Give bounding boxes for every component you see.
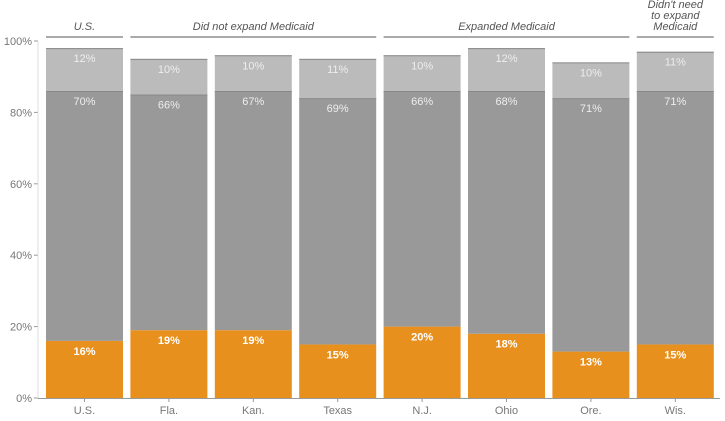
data-label: 15% [327, 349, 349, 361]
data-label: 19% [242, 335, 264, 347]
bar-segment [46, 340, 123, 398]
bar-segment [468, 333, 545, 398]
data-label: 70% [73, 96, 95, 108]
bar-segment [383, 90, 461, 327]
y-tick-label: 0% [16, 393, 32, 405]
data-label: 11% [327, 64, 348, 76]
bar-segment [46, 48, 123, 91]
bar-segment [383, 55, 461, 91]
bar-segment [130, 330, 208, 398]
x-tick-label: U.S. [74, 405, 95, 416]
data-label: 12% [495, 53, 517, 65]
bar-segment [130, 58, 208, 95]
group-label: Did not expand Medicaid [193, 21, 315, 33]
bar-segment [636, 90, 714, 345]
data-label: 20% [411, 332, 433, 344]
data-label: 10% [411, 60, 433, 72]
x-tick-label: Ore. [580, 405, 601, 416]
data-label: 68% [495, 96, 517, 108]
bar-segment [636, 344, 714, 398]
bar-segment [299, 58, 377, 99]
data-label: 71% [580, 103, 602, 115]
data-label: 67% [242, 96, 264, 108]
data-label: 10% [242, 60, 264, 72]
data-label: 69% [327, 103, 349, 115]
data-label: 18% [495, 339, 517, 351]
bar-segment [636, 51, 714, 91]
x-tick-label: Kan. [242, 405, 265, 416]
data-label: 19% [158, 335, 180, 347]
bar-segment [383, 326, 461, 398]
data-label: 66% [158, 100, 180, 112]
group-label: Expanded Medicaid [458, 21, 556, 33]
group-label: U.S. [74, 21, 95, 33]
data-label: 71% [664, 96, 686, 108]
data-label: 66% [411, 96, 433, 108]
y-tick-label: 80% [10, 107, 32, 119]
x-tick-label: Wis. [665, 405, 686, 416]
bar-segment [299, 344, 377, 398]
bar-segment [552, 351, 630, 398]
x-tick-label: Texas [323, 405, 352, 416]
y-tick-label: 100% [4, 36, 32, 48]
bar-segment [552, 62, 630, 99]
data-label: 13% [580, 357, 602, 369]
data-label: 10% [158, 64, 180, 76]
x-tick-label: N.J. [412, 405, 432, 416]
x-tick-label: Fla. [160, 405, 178, 416]
data-label: 10% [580, 67, 602, 79]
bar-segment [214, 90, 292, 331]
bar-segment [214, 330, 292, 398]
data-label: 15% [664, 349, 686, 361]
data-label: 12% [73, 53, 95, 65]
bar-segment [552, 98, 630, 352]
group-label: Didn't need to expand Medicaid [648, 0, 704, 33]
data-label: 11% [665, 57, 686, 69]
data-label: 16% [73, 346, 95, 358]
bar-segment [299, 98, 377, 345]
x-tick-label: Ohio [495, 405, 518, 416]
y-tick-label: 40% [10, 250, 32, 262]
bar-segment [46, 90, 123, 341]
bar-segment [468, 48, 545, 91]
y-tick-label: 60% [10, 179, 32, 191]
y-tick-label: 20% [10, 322, 32, 334]
bar-segment [214, 55, 292, 91]
bar-segment [130, 94, 208, 331]
bar-segment [468, 90, 545, 334]
